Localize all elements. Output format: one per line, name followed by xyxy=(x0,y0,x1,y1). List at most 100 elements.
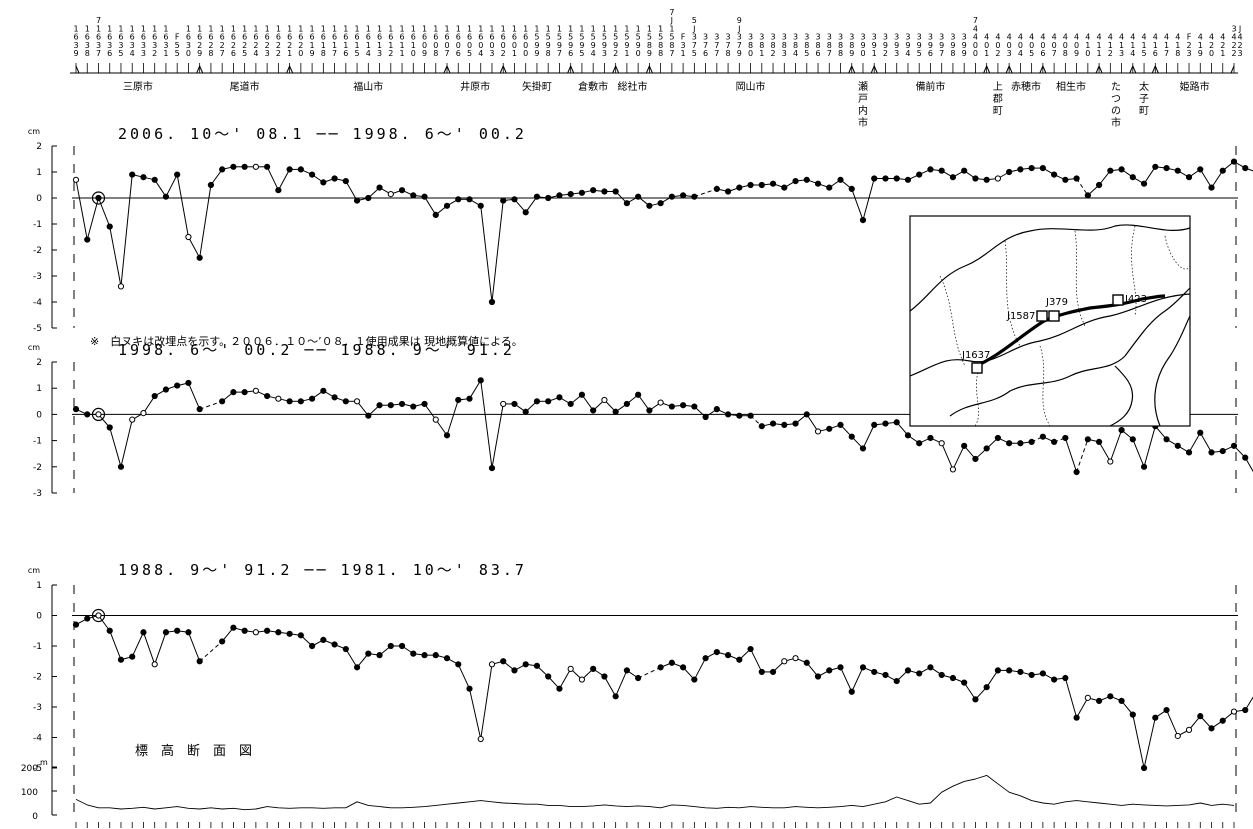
benchmark-char: 5 xyxy=(579,49,584,58)
benchmark-label: 673 xyxy=(703,33,708,58)
benchmark-char: 2 xyxy=(995,49,1000,58)
benchmark-char: 0 xyxy=(523,41,528,50)
y-unit: cm xyxy=(28,343,40,352)
benchmark-char: 9 xyxy=(546,41,551,50)
benchmark-char: 2 xyxy=(1237,41,1242,50)
benchmark-char: 4 xyxy=(1018,33,1023,42)
series-segment xyxy=(480,205,493,303)
benchmark-char: 9 xyxy=(636,41,641,50)
city-bracket xyxy=(289,65,294,74)
data-point xyxy=(1129,174,1136,181)
benchmark-char: 0 xyxy=(512,41,517,50)
data-point xyxy=(196,658,203,665)
data-point xyxy=(927,434,934,442)
benchmark-char: 3 xyxy=(107,41,112,50)
benchmark-char: 5 xyxy=(118,49,123,58)
data-point xyxy=(646,202,653,209)
data-point xyxy=(466,196,473,203)
data-point xyxy=(1073,468,1080,476)
data-point xyxy=(365,194,372,202)
data-point xyxy=(230,624,237,631)
benchmark-char: 1 xyxy=(366,24,371,33)
benchmark-char: 2 xyxy=(501,49,506,58)
city-bracket xyxy=(983,65,988,74)
benchmark-char: 0 xyxy=(478,41,483,50)
data-point-open xyxy=(117,283,125,290)
benchmark-char: 1 xyxy=(1097,49,1102,58)
benchmark-char: 7 xyxy=(1052,49,1057,58)
city-name-char: 子 xyxy=(1139,93,1149,105)
benchmark-char: 8 xyxy=(647,41,652,50)
benchmark-char: 6 xyxy=(332,33,337,42)
benchmark-char: 4 xyxy=(1164,33,1169,42)
series-segment xyxy=(1166,709,1179,737)
benchmark-char: 3 xyxy=(96,41,101,50)
panel-title: 1988. 9～' 91.2 ── 1981. 10～' 83.7 xyxy=(118,561,527,579)
data-point xyxy=(545,673,552,680)
data-point xyxy=(151,392,158,400)
benchmark-char: 2 xyxy=(298,41,303,50)
benchmark-char: 3 xyxy=(804,33,809,42)
benchmark-char: 0 xyxy=(973,41,978,50)
y-tick-label: -1 xyxy=(33,220,42,230)
data-point-open xyxy=(500,400,507,408)
benchmark-char: 1 xyxy=(411,41,416,50)
benchmark-char: 9 xyxy=(905,41,910,50)
benchmark-label: 883 xyxy=(838,33,843,58)
data-point xyxy=(1208,449,1215,456)
data-point xyxy=(826,425,833,432)
benchmark-char: 3 xyxy=(377,49,382,58)
map-marker-j1587 xyxy=(1036,310,1048,322)
benchmark-char: J xyxy=(737,24,740,33)
reference-point-ring xyxy=(91,407,106,421)
benchmark-char: 1 xyxy=(85,24,90,33)
benchmark-char: 6 xyxy=(1153,49,1158,58)
data-point xyxy=(1118,697,1125,705)
benchmark-char: 1 xyxy=(163,49,168,58)
data-point xyxy=(196,254,203,261)
benchmark-label: 414 xyxy=(1130,33,1135,58)
series-segment xyxy=(1109,429,1123,462)
series-segment xyxy=(187,632,201,662)
data-point-open xyxy=(129,416,136,423)
data-point-open xyxy=(792,655,799,662)
series-segment xyxy=(559,668,572,689)
benchmark-char: 8 xyxy=(546,49,551,58)
benchmark-char: 3 xyxy=(163,41,168,50)
benchmark-char: 3 xyxy=(489,49,494,58)
data-point xyxy=(1174,167,1181,174)
data-point xyxy=(162,193,170,200)
benchmark-char: 0 xyxy=(1007,41,1012,50)
data-point xyxy=(1140,764,1148,772)
benchmark-char: 6 xyxy=(478,33,483,42)
benchmark-label: 224 xyxy=(1231,33,1236,58)
benchmark-char: 1 xyxy=(591,24,596,33)
benchmark-char: 0 xyxy=(995,41,1000,50)
benchmark-char: 2 xyxy=(152,49,157,58)
benchmark-char: 3 xyxy=(737,33,742,42)
data-point xyxy=(297,166,304,173)
data-point xyxy=(635,193,642,200)
y-tick-label: -5 xyxy=(33,764,42,774)
benchmark-char: 1 xyxy=(579,24,584,33)
benchmark-label: 604 xyxy=(1040,33,1045,58)
city-bracket xyxy=(1132,65,1137,74)
data-point xyxy=(859,217,867,224)
benchmark-char: J xyxy=(670,16,673,25)
data-point xyxy=(1219,717,1226,724)
data-point xyxy=(961,442,968,449)
benchmark-label: 304 xyxy=(1007,33,1012,58)
benchmark-label: 104 xyxy=(984,33,989,58)
data-point xyxy=(533,662,541,669)
benchmark-char: 8 xyxy=(849,41,854,50)
data-point xyxy=(174,382,181,389)
data-point xyxy=(848,433,855,440)
city-bracket xyxy=(196,65,201,74)
benchmark-char: 5 xyxy=(557,33,562,42)
